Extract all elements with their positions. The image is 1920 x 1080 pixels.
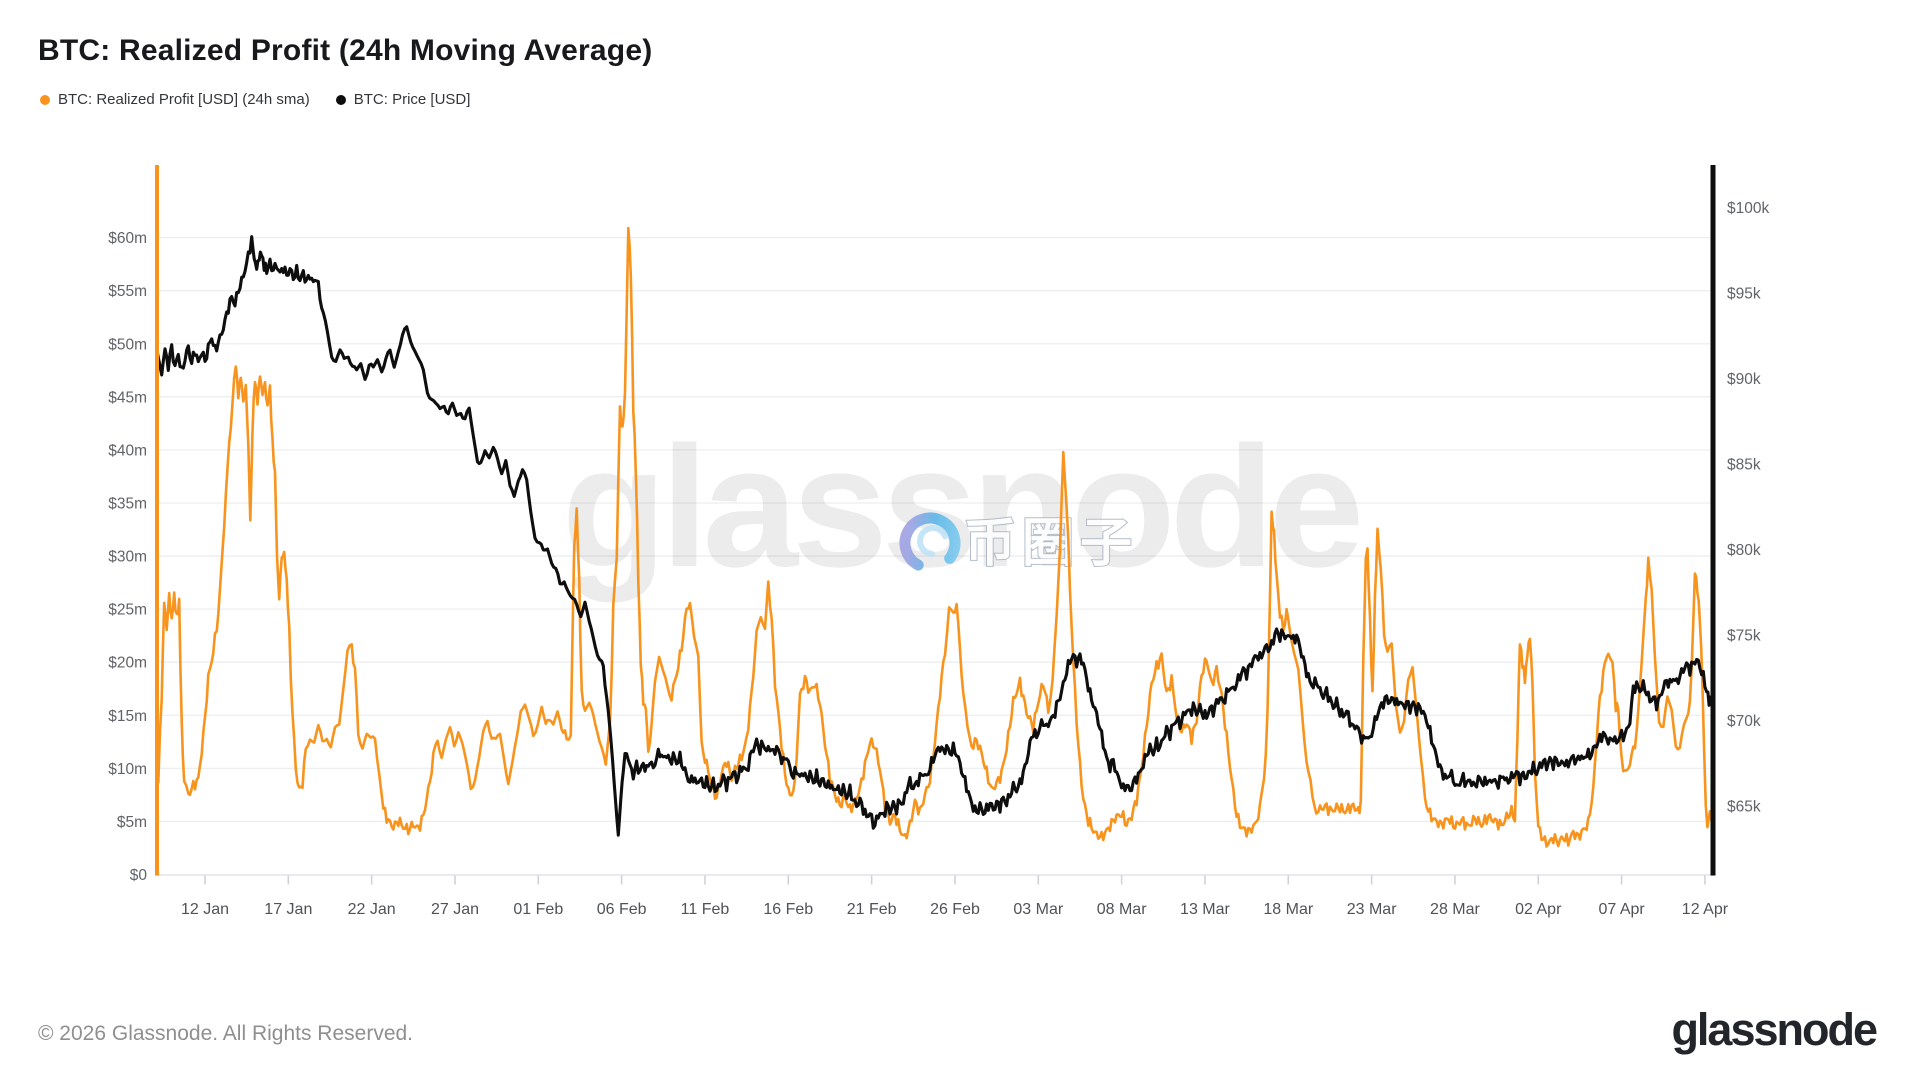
- site-badge-watermark: 币圈子: [899, 512, 1138, 574]
- axis-tick-label: $35m: [108, 495, 147, 512]
- axis-tick-label: $30m: [108, 549, 147, 566]
- axis-bars: [155, 165, 1716, 876]
- axis-tick-label: $65k: [1727, 799, 1761, 816]
- watermark-group: glassnode 币圈子: [562, 411, 1365, 603]
- axis-tick-label: 26 Feb: [930, 901, 980, 918]
- gridlines: [155, 236, 1714, 885]
- axis-tick-label: 08 Mar: [1097, 901, 1147, 918]
- axis-tick-label: $60m: [108, 230, 147, 247]
- axis-tick-label: 16 Feb: [763, 901, 813, 918]
- glassnode-watermark-text: glassnode: [562, 411, 1359, 603]
- page-title: BTC: Realized Profit (24h Moving Average…: [38, 34, 653, 67]
- badge-swirl-icon: [899, 512, 961, 574]
- axis-labels: $0 $5m $10m $15m $20m $25m $30m $35m $40m $45m $50…: [108, 200, 1769, 918]
- axis-tick-label: $75k: [1727, 628, 1761, 645]
- axis-tick-label: 01 Feb: [513, 901, 563, 918]
- axis-tick-label: 23 Mar: [1347, 901, 1397, 918]
- axis-tick-label: $55m: [108, 283, 147, 300]
- chart-legend: BTC: Realized Profit [USD] (24h sma) BTC…: [40, 91, 470, 108]
- axis-tick-label: 07 Apr: [1598, 901, 1645, 918]
- axis-tick-label: $10m: [108, 761, 147, 778]
- axis-tick-label: 17 Jan: [264, 901, 312, 918]
- axis-tick-label: $25m: [108, 602, 147, 619]
- legend-label-realized-profit: BTC: Realized Profit [USD] (24h sma): [58, 91, 310, 108]
- badge-chinese-text: 币圈子: [964, 515, 1138, 573]
- axis-tick-label: $20m: [108, 655, 147, 672]
- axis-tick-label: 12 Apr: [1682, 901, 1729, 918]
- axis-tick-label: 18 Mar: [1263, 901, 1313, 918]
- price-dot-icon: [335, 94, 346, 105]
- axis-tick-label: 22 Jan: [348, 901, 396, 918]
- badge-swirl-inner-icon: [917, 525, 949, 557]
- copyright-text: © 2026 Glassnode. All Rights Reserved.: [38, 1022, 414, 1045]
- axis-tick-label: 12 Jan: [181, 901, 229, 918]
- series-lines: [155, 226, 1714, 848]
- axis-tick-label: $100k: [1727, 200, 1769, 217]
- realized-profit-dot-icon: [40, 94, 50, 105]
- axis-tick-label: $15m: [108, 708, 147, 725]
- axis-tick-label: 13 Mar: [1180, 901, 1230, 918]
- axis-tick-label: 02 Apr: [1515, 901, 1562, 918]
- axis-tick-label: $70k: [1727, 713, 1761, 730]
- axis-tick-label: $40m: [108, 442, 147, 459]
- axis-tick-label: $45m: [108, 389, 147, 406]
- axis-tick-label: 28 Mar: [1430, 901, 1480, 918]
- axis-tick-label: $80k: [1727, 542, 1761, 559]
- glassnode-logo: glassnode: [1671, 1004, 1878, 1055]
- axis-tick-label: $0: [130, 867, 148, 884]
- legend-item-price[interactable]: BTC: Price [USD]: [335, 91, 471, 108]
- axis-tick-label: 27 Jan: [431, 901, 479, 918]
- axis-tick-label: 06 Feb: [597, 901, 647, 918]
- axis-tick-label: $95k: [1727, 286, 1761, 303]
- axis-tick-label: 03 Mar: [1013, 901, 1063, 918]
- legend-label-price: BTC: Price [USD]: [353, 91, 471, 108]
- axis-tick-label: $85k: [1727, 457, 1761, 474]
- axis-tick-label: $90k: [1727, 371, 1761, 388]
- legend-item-realized-profit[interactable]: BTC: Realized Profit [USD] (24h sma): [40, 91, 310, 108]
- axis-tick-label: 21 Feb: [847, 901, 897, 918]
- axis-tick-label: 11 Feb: [681, 901, 730, 918]
- axis-tick-label: $5m: [117, 814, 147, 831]
- axis-tick-label: $50m: [108, 336, 147, 353]
